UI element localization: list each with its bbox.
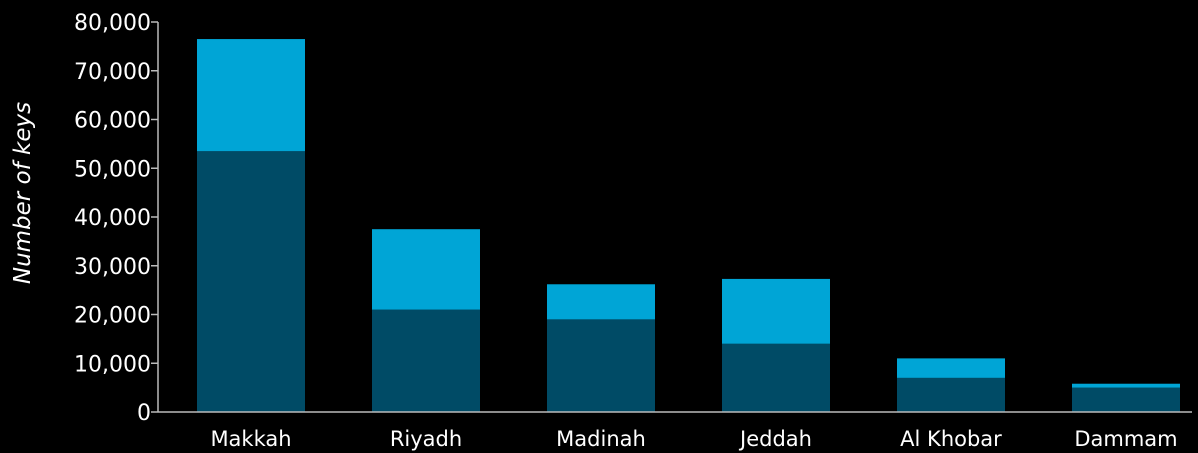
y-tick-label: 50,000 xyxy=(74,157,151,182)
bar-segment-upper xyxy=(372,229,480,310)
bar-segment-upper xyxy=(722,278,830,344)
bar-segment-lower xyxy=(722,343,830,412)
x-category-label: Al Khobar xyxy=(900,427,1002,451)
y-tick-label: 80,000 xyxy=(74,11,151,36)
bar-segment-upper xyxy=(547,284,655,320)
y-tick-label: 0 xyxy=(137,401,151,426)
y-tick-label: 40,000 xyxy=(74,206,151,231)
x-category-label: Dammam xyxy=(1074,427,1177,451)
bar-segment-lower xyxy=(1072,387,1180,412)
bar-segment-lower xyxy=(547,319,655,412)
y-tick-label: 20,000 xyxy=(74,304,151,329)
x-axis-labels: Makkah Riyadh Madinah Jeddah Al Khobar Dammam xyxy=(210,427,1177,451)
bar-segment-upper xyxy=(897,358,1005,378)
bar-segment-lower xyxy=(897,377,1005,412)
x-category-label: Madinah xyxy=(556,427,646,451)
bar-segment-lower xyxy=(372,309,480,412)
bars xyxy=(197,39,1180,412)
y-axis-ticks: 0 10,000 20,000 30,000 40,000 50,000 60,000 70,… xyxy=(74,11,158,426)
x-category-label: Makkah xyxy=(210,427,291,451)
y-tick-label: 60,000 xyxy=(74,109,151,134)
y-tick-label: 10,000 xyxy=(74,352,151,377)
bar-segment-upper xyxy=(197,39,305,152)
y-tick-label: 30,000 xyxy=(74,255,151,280)
x-category-label: Riyadh xyxy=(390,427,462,451)
bar-segment-upper xyxy=(1072,383,1180,388)
y-tick-label: 70,000 xyxy=(74,60,151,85)
x-category-label: Jeddah xyxy=(738,427,812,451)
bar-segment-lower xyxy=(197,151,305,412)
y-axis-title: Number of keys xyxy=(10,102,36,284)
